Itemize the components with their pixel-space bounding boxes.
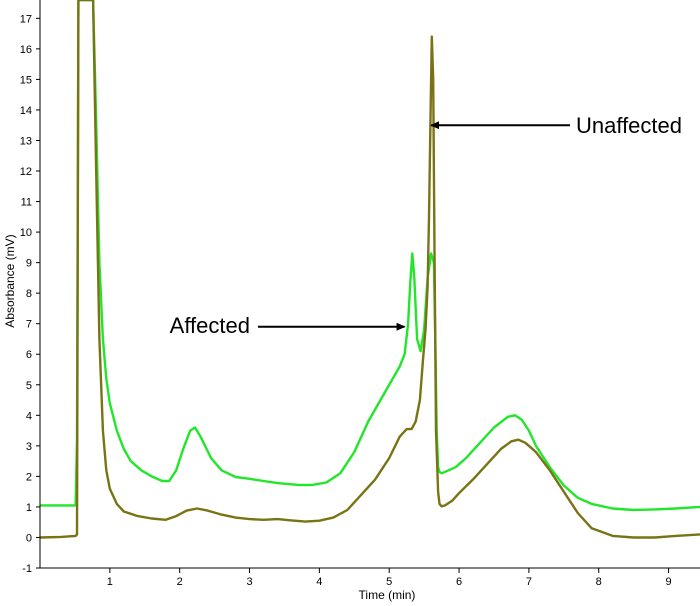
x-tick-label: 1 <box>107 576 113 588</box>
y-tick-label: 17 <box>20 13 32 25</box>
y-tick-label: 13 <box>20 135 32 147</box>
y-tick-label: 0 <box>26 532 32 544</box>
y-axis-title: Absorbance (mV) <box>3 234 17 327</box>
x-axis-title: Time (min) <box>359 588 416 602</box>
x-tick-label: 2 <box>177 576 183 588</box>
y-tick-label: 3 <box>26 441 32 453</box>
y-tick-label: 11 <box>21 197 32 209</box>
x-tick-label: 3 <box>246 576 252 588</box>
x-tick-label: 5 <box>386 576 392 588</box>
x-tick-label: 7 <box>526 576 532 588</box>
y-tick-label: 12 <box>20 166 32 178</box>
annotation-label: Affected <box>170 313 250 338</box>
y-tick-label: 5 <box>26 380 32 392</box>
y-tick-label: 1 <box>26 502 32 514</box>
annotation-label: Unaffected <box>576 113 682 138</box>
series-line-2 <box>39 0 700 539</box>
x-tick-label: 9 <box>666 576 672 588</box>
y-tick-label: 4 <box>26 410 32 422</box>
y-tick-label: 10 <box>20 227 32 239</box>
y-tick-label: 14 <box>20 105 32 117</box>
y-tick-label: 15 <box>20 74 32 86</box>
y-tick-label: 16 <box>20 44 32 56</box>
series-line-1 <box>40 0 700 512</box>
y-tick-label: 2 <box>26 471 32 483</box>
y-tick-label: 6 <box>26 349 32 361</box>
y-tick-label: 8 <box>26 288 32 300</box>
x-tick-label: 4 <box>316 576 322 588</box>
y-tick-label: 9 <box>26 258 32 270</box>
x-tick-label: 8 <box>596 576 602 588</box>
y-tick-label: 7 <box>26 319 32 331</box>
x-tick-label: 6 <box>456 576 462 588</box>
y-tick-label: -1 <box>22 563 32 575</box>
